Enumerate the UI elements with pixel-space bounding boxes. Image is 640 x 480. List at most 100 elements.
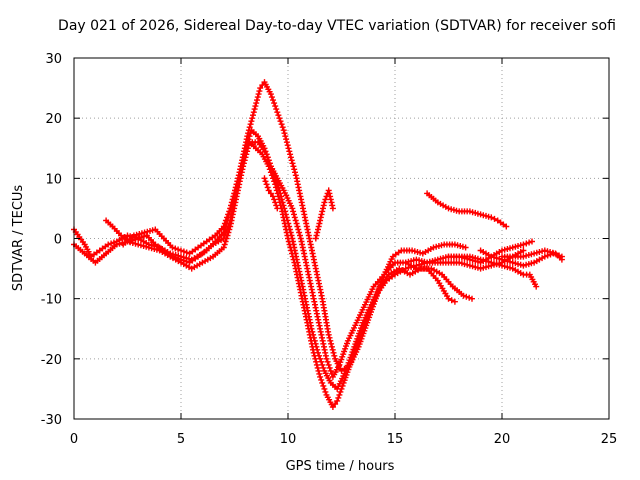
plot-series [71,79,565,410]
data-point [239,160,246,167]
data-point [284,217,291,224]
y-tick-label: -10 [41,293,62,308]
data-point [279,124,286,131]
x-tick-label: 0 [70,432,78,447]
data-point [326,334,333,341]
data-point [520,241,527,248]
data-point [178,247,184,254]
series-sat-f [445,253,540,290]
data-point [451,298,458,305]
data-point [262,178,269,185]
data-point [463,293,470,300]
data-point [175,246,182,253]
data-point [282,133,289,140]
data-point [281,130,288,137]
data-point [269,166,275,173]
data-point [332,401,339,407]
data-point [172,245,179,252]
data-point [220,223,227,230]
data-point [220,244,227,251]
chart-title: Day 021 of 2026, Sidereal Day-to-day VTE… [58,18,616,34]
data-point [325,331,332,338]
data-point [271,196,278,203]
y-tick-label: 10 [45,172,62,187]
data-point [270,97,276,104]
data-point [314,229,321,236]
data-point [175,255,182,262]
series-sat-j [261,175,281,212]
data-point [294,223,301,230]
data-point [224,214,230,221]
data-point [250,109,257,116]
data-point [180,248,187,255]
data-point [279,199,286,206]
data-point [272,199,279,206]
data-point [264,184,271,191]
data-point [316,352,322,359]
data-point [244,133,251,140]
data-point [270,193,276,200]
data-point [237,166,244,173]
data-point [278,196,285,203]
data-point [315,367,322,374]
data-point [278,193,284,200]
data-point [277,190,284,197]
data-point [271,172,278,179]
data-point [296,229,303,236]
data-point [319,379,326,386]
data-point [330,349,337,356]
data-point [331,352,338,359]
y-tick-label: -30 [41,413,62,428]
y-tick-label: -20 [41,353,62,368]
data-point [310,334,317,341]
data-point [280,127,287,134]
data-point [323,355,330,362]
data-point [273,106,280,113]
data-point [488,214,495,221]
data-point [227,205,234,212]
y-tick-label: 30 [45,52,62,67]
data-point [228,199,235,206]
data-point [292,169,298,176]
data-point [226,208,233,215]
data-point [295,226,302,233]
data-point [271,100,278,107]
data-point [290,163,297,170]
data-point [274,205,281,212]
data-point [263,181,270,188]
data-point [290,208,297,215]
y-tick-label: 20 [45,112,62,127]
data-point [223,235,230,242]
data-point [322,388,329,395]
data-point [526,239,533,246]
data-point [319,208,326,215]
data-point [287,154,294,161]
data-point [337,388,344,395]
data-point [221,220,228,227]
data-point [263,151,270,158]
data-point [272,175,279,182]
data-point [327,367,334,374]
data-point [277,118,284,125]
data-point [220,229,227,236]
data-point [320,364,327,371]
series-sat-h [499,247,565,263]
data-point [315,349,321,356]
data-point [270,169,276,176]
data-point [236,169,243,176]
data-point [232,184,239,191]
data-point [276,187,283,194]
data-point [221,226,228,233]
data-point [251,106,258,113]
data-point [308,325,315,332]
data-point [169,244,176,251]
data-point [289,160,296,167]
data-point [529,238,535,245]
data-point [265,157,272,164]
data-point [283,136,290,143]
data-point [225,211,232,218]
data-point [320,382,327,389]
data-point [255,91,262,98]
x-tick-label: 10 [280,432,297,447]
data-point [235,175,242,182]
